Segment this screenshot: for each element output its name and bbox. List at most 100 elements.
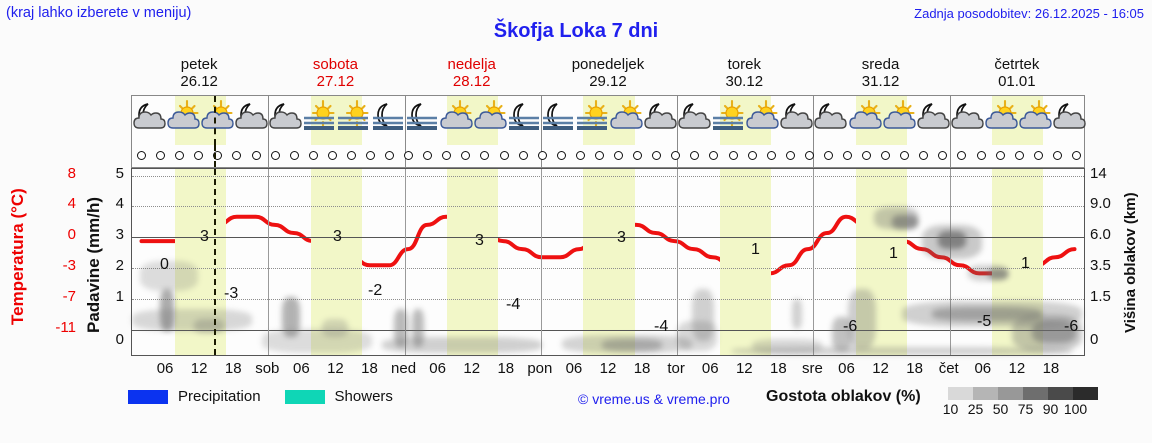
wind-barb-dot [881,151,891,160]
wind-barb-dot [823,151,833,160]
day-gridline [949,169,951,355]
day-separator [677,96,679,145]
time-tick: 12 [327,360,344,377]
wind-barb-dot [919,151,929,160]
day-name: četrtek [994,56,1040,73]
day-separator [268,96,270,145]
time-tick: 18 [770,360,787,377]
temperature-value-label: 3 [333,228,342,245]
wind-barb-dot [346,151,356,160]
cloud-density-swatch [948,387,973,400]
cloud-height-axis-title: Višina oblakov (km) [1122,192,1139,334]
moon-cloud-icon [916,98,950,144]
daylight-band [856,169,908,355]
wind-barb-dot [575,151,585,160]
precipitation-tick: 0 [115,330,124,348]
moon-cloud-icon [950,98,984,144]
daylight-band [310,169,362,355]
moon-cloud-icon [643,98,677,144]
current-time-marker [214,145,216,167]
cloud-density-patch [1032,321,1076,343]
day-date: 29.12 [589,73,627,90]
day-header-5: torek 30.12 [676,56,812,90]
temperature-value-label: 1 [1021,255,1030,272]
moon-cloud-icon [234,98,268,144]
wind-barb-dot [213,151,223,160]
cloud-height-tick: 6.0 [1090,225,1111,243]
time-tick: 12 [735,360,753,377]
cloud-density-patch [282,297,300,337]
cloud-density-patch [892,215,918,229]
temperature-value-label: 1 [751,241,760,258]
time-tick: 06 [974,360,992,377]
sun-cloud-icon [882,98,916,144]
day-date: 28.12 [452,73,491,90]
day-separator [949,96,951,145]
precipitation-axis-title: Padavine (mm/h) [84,196,103,334]
wind-barb-dot [327,151,337,160]
precipitation-tick: 1 [115,288,124,306]
cloud-density-scale [948,387,1098,400]
cloud-density-tick: 75 [1017,401,1034,417]
day-date: 27.12 [316,73,355,90]
wind-barb-dot [194,151,204,160]
temperature-value-label: -6 [1064,318,1079,335]
showers-swatch [284,389,325,404]
cloud-density-swatch [973,387,998,400]
horizontal-gridline [132,206,1084,208]
sun-cloud-icon [848,98,882,144]
wind-barb-dot [728,151,738,160]
time-tick: pon [527,360,553,377]
cloud-density-patch [382,337,542,353]
day-separator [949,145,951,167]
wind-barb-dot [976,151,986,160]
sun-fog-icon [711,98,745,144]
sun-cloud-icon [439,98,473,144]
cloud-density-patch [988,269,1008,279]
precipitation-swatch [128,389,168,404]
wind-barb-dot [995,151,1005,160]
time-tick: 06 [701,360,719,377]
temperature-value-label: -3 [224,285,239,302]
sun-cloud-icon [745,98,780,144]
cloud-density-tick: 25 [967,401,984,417]
time-tick: 18 [361,360,378,377]
cloud-density-patch [140,261,198,291]
day-separator [540,96,542,145]
moon-fog-icon [507,98,541,144]
wind-barb-dot [747,151,757,160]
day-header-6: sreda 31.12 [812,56,948,90]
wind-barb-dot [938,151,948,160]
time-tick: 12 [1008,360,1026,377]
precipitation-legend: Precipitation Showers [128,388,393,405]
cloud-density-tick: 50 [992,401,1009,417]
temperature-value-label: 3 [200,228,209,245]
daylight-band [447,169,499,355]
wind-barb-dot [518,151,528,160]
daylight-band [174,169,226,355]
daylight-band [310,96,362,145]
time-tick: 18 [906,360,923,377]
cloud-density-tick: 10 [942,401,959,417]
sun-cloud-icon [200,98,234,144]
day-gridline [677,169,679,355]
day-header-7: četrtek 01.01 [949,56,1085,90]
wind-barb-dot [556,151,566,160]
current-time-marker [214,96,216,145]
wind-barb-dot [957,151,967,160]
time-tick: 06 [565,360,583,377]
temperature-value-label: 0 [160,256,169,273]
time-tick: čet [938,360,959,377]
moon-fog-icon [371,98,405,144]
moon-cloud-icon [677,98,711,144]
daylight-band [583,169,635,355]
wind-barb-dot [404,151,414,160]
wind-barb-dot [442,151,452,160]
cloud-density-patch [160,289,174,331]
copyright-link[interactable]: © vreme.us & vreme.pro [578,391,730,407]
wind-barb-dot [232,151,242,160]
cloud-density-swatch [1073,387,1098,400]
wind-barb-dot [137,151,147,160]
day-name: torek [727,56,761,73]
moon-cloud-icon [268,98,303,144]
